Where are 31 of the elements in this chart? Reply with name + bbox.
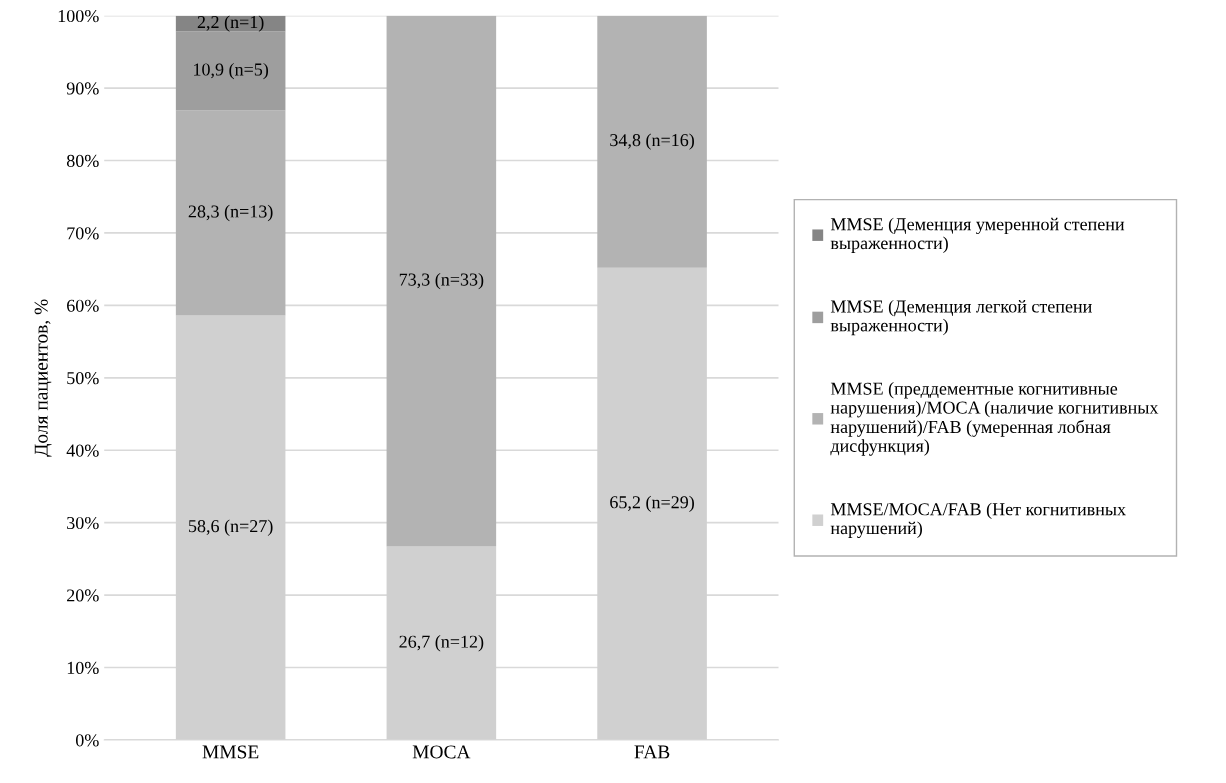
legend-label: MMSE (преддементные когнитивные нарушения)/MOCA (наличие когнитивных нарушений)/FAB (умеренная лобная дисфункция)	[830, 382, 1159, 456]
bar	[175, 110, 286, 316]
y-tick-label: 10%	[67, 661, 99, 675]
y-tick-label: 80%	[66, 154, 99, 168]
data-label: 28,3 (n=13)	[188, 204, 273, 222]
y-tick-label: 30%	[67, 516, 99, 530]
bar	[597, 15, 707, 268]
data-label: 26,7 (n=12)	[399, 635, 484, 652]
data-label: 2,2 (n=1)	[197, 15, 264, 32]
data-label: 73,3 (n=33)	[399, 272, 484, 290]
y-tick-label: 90%	[66, 82, 99, 95]
y-tick-label: 100%	[58, 9, 99, 23]
legend-label: MMSE/MOCA/FAB (Нет когнитивных нарушений)	[830, 502, 1126, 538]
y-tick-label: 60%	[67, 299, 99, 312]
bar	[386, 15, 497, 547]
y-tick-label: 40%	[66, 444, 99, 457]
x-tick-label: MOCA	[412, 745, 471, 759]
data-label: 10,9 (n=5)	[194, 62, 269, 80]
y-tick-label: 20%	[67, 589, 99, 602]
y-tick-label: 50%	[67, 372, 99, 385]
x-tick-label: FAB	[634, 745, 670, 759]
bar	[175, 31, 286, 111]
y-axis-title: Доля пациентов, %	[34, 299, 52, 457]
data-label: 58,6 (n=27)	[188, 519, 273, 536]
data-label: 65,2 (n=29)	[610, 495, 694, 513]
y-tick-label: 0%	[75, 734, 99, 747]
data-label: 34,8 (n=16)	[610, 133, 694, 150]
y-tick-label: 70%	[67, 227, 99, 240]
legend-label: MMSE (Деменция умеренной степени выраженности)	[830, 217, 1125, 253]
legend-label: MMSE (Деменция легкой степени выраженности)	[830, 299, 1092, 336]
x-tick-label: MMSE	[202, 745, 259, 759]
